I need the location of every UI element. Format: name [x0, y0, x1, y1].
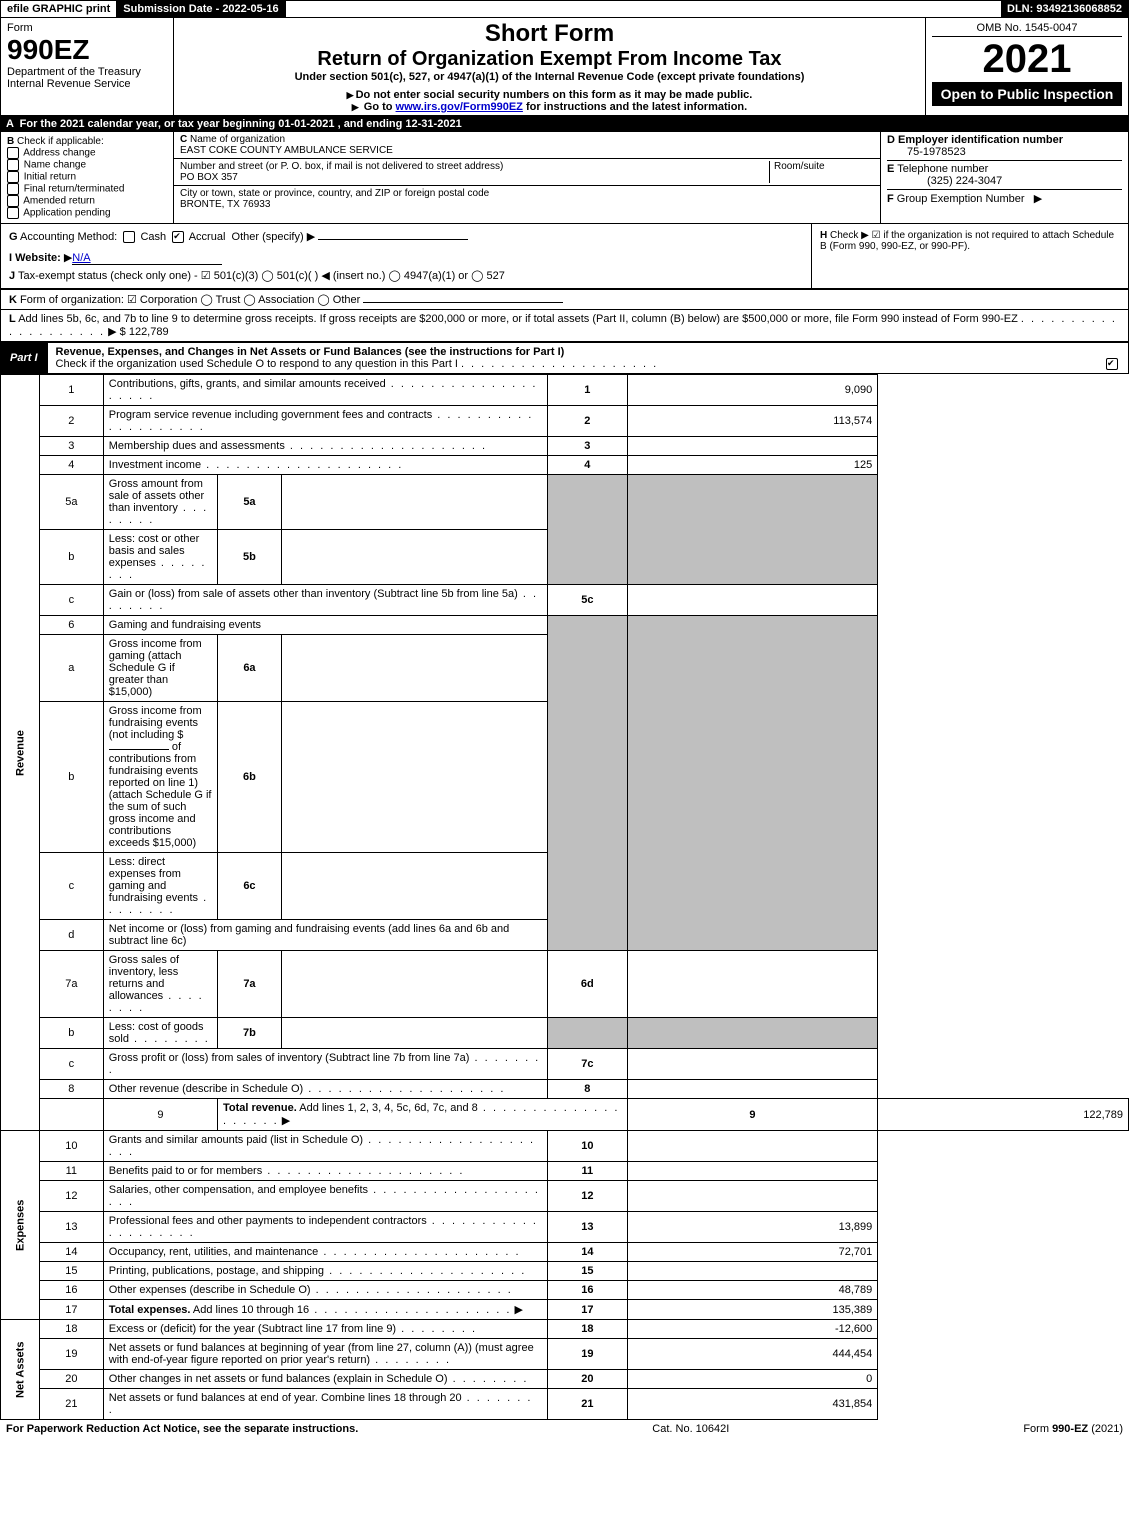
K-line: K Form of organization: ☑ Corporation ◯ … [0, 289, 1129, 309]
irs-link[interactable]: www.irs.gov/Form990EZ [396, 101, 523, 113]
val-17: 135,389 [627, 1300, 878, 1320]
chk-accrual[interactable] [172, 231, 184, 243]
J-line: Tax-exempt status (check only one) - ☑ 5… [18, 270, 505, 282]
val-9: 122,789 [878, 1099, 1129, 1131]
chk-name-change[interactable] [7, 159, 19, 171]
row-A: A For the 2021 calendar year, or tax yea… [0, 116, 1129, 132]
val-16: 48,789 [627, 1281, 878, 1300]
city: BRONTE, TX 76933 [180, 199, 270, 210]
val-11 [627, 1162, 878, 1181]
form-label: Form [7, 22, 167, 34]
H-text: Check ▶ ☑ if the organization is not req… [820, 230, 1114, 252]
val-8 [627, 1080, 878, 1099]
submission-date: Submission Date - 2022-05-16 [117, 1, 285, 17]
subtitle: Under section 501(c), 527, or 4947(a)(1)… [180, 71, 919, 83]
val-2: 113,574 [627, 406, 878, 437]
return-title: Return of Organization Exempt From Incom… [180, 48, 919, 71]
chk-initial-return[interactable] [7, 171, 19, 183]
website[interactable]: N/A [72, 252, 222, 265]
chk-address-change[interactable] [7, 147, 19, 159]
short-form-title: Short Form [180, 20, 919, 48]
form-header: Form 990EZ Department of the Treasury In… [0, 18, 1129, 116]
chk-part1-scho[interactable] [1106, 358, 1118, 370]
section-BCDEF: B Check if applicable: Address change Na… [0, 132, 1129, 224]
form-number: 990EZ [7, 34, 167, 66]
L-line: L Add lines 5b, 6c, and 7b to line 9 to … [0, 309, 1129, 342]
chk-cash[interactable] [123, 231, 135, 243]
tax-year: 2021 [932, 37, 1122, 82]
val-20: 0 [627, 1370, 878, 1389]
side-expenses: Expenses [1, 1131, 40, 1320]
side-revenue: Revenue [1, 375, 40, 1131]
efile-print[interactable]: efile GRAPHIC print [1, 1, 117, 17]
section-GH: G Accounting Method: Cash Accrual Other … [0, 224, 1129, 289]
side-netassets: Net Assets [1, 1320, 40, 1420]
lines-table: Revenue 1 Contributions, gifts, grants, … [0, 374, 1129, 1420]
topbar: efile GRAPHIC print Submission Date - 20… [0, 0, 1129, 18]
room-suite-label: Room/suite [770, 161, 874, 183]
val-19: 444,454 [627, 1339, 878, 1370]
val-1: 9,090 [627, 375, 878, 406]
inspection-badge: Open to Public Inspection [932, 82, 1122, 106]
val-5c [627, 585, 878, 616]
street: PO BOX 357 [180, 172, 238, 183]
val-3 [627, 437, 878, 456]
val-4: 125 [627, 456, 878, 475]
part1-header: Part I Revenue, Expenses, and Changes in… [0, 342, 1129, 374]
val-6d [627, 951, 878, 1018]
val-14: 72,701 [627, 1243, 878, 1262]
ein: 75-1978523 [907, 146, 966, 158]
val-7c [627, 1049, 878, 1080]
chk-amended[interactable] [7, 195, 19, 207]
chk-final-return[interactable] [7, 183, 19, 195]
footer: For Paperwork Reduction Act Notice, see … [0, 1420, 1129, 1438]
chk-app-pending[interactable] [7, 207, 19, 219]
dept: Department of the Treasury Internal Reve… [7, 66, 167, 90]
val-12 [627, 1181, 878, 1212]
dln: DLN: 93492136068852 [1001, 1, 1128, 17]
org-name: EAST COKE COUNTY AMBULANCE SERVICE [180, 145, 393, 156]
val-21: 431,854 [627, 1389, 878, 1420]
bullet1: Do not enter social security numbers on … [347, 89, 753, 101]
omb: OMB No. 1545-0047 [932, 20, 1122, 37]
val-15 [627, 1262, 878, 1281]
val-10 [627, 1131, 878, 1162]
val-13: 13,899 [627, 1212, 878, 1243]
val-18: -12,600 [627, 1320, 878, 1339]
telephone: (325) 224-3047 [927, 175, 1002, 187]
